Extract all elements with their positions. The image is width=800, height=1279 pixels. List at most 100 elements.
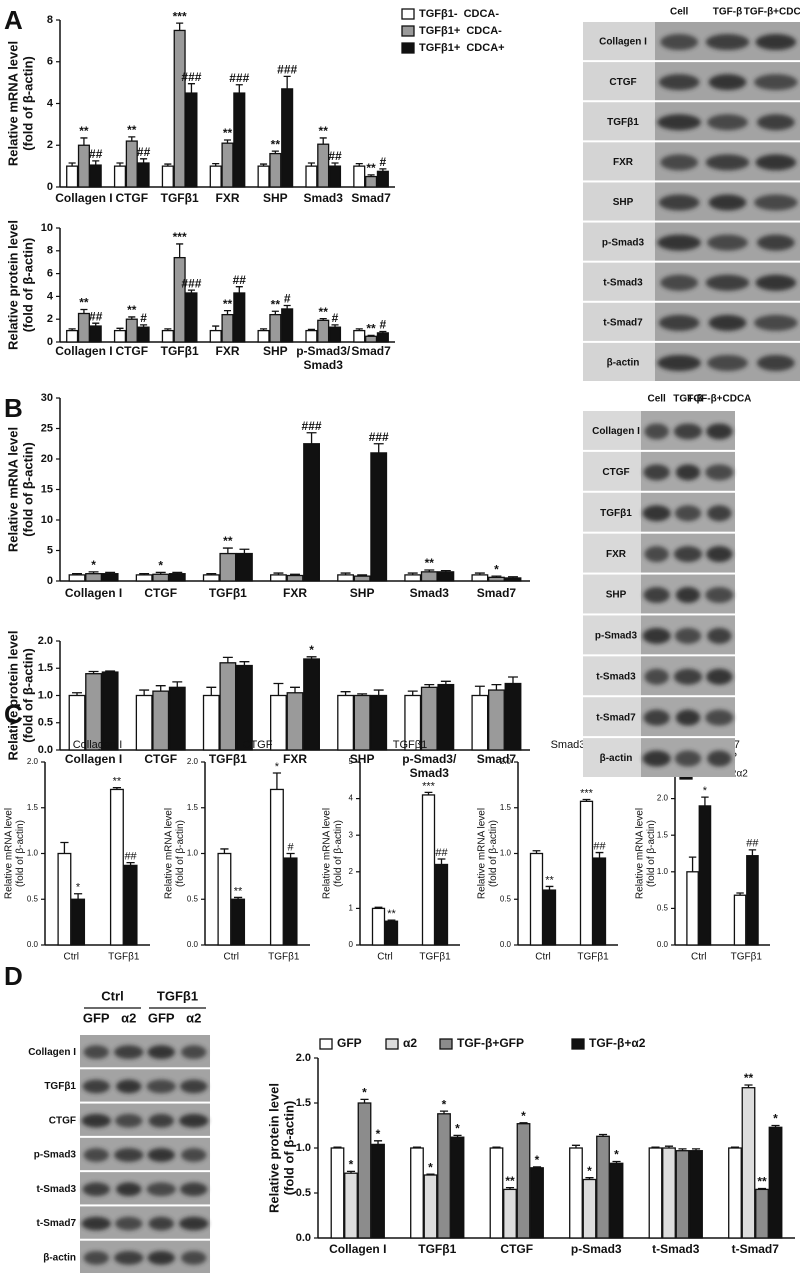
y-tick-label: 6: [47, 268, 53, 280]
error-bar: [239, 661, 250, 666]
bar: [77, 312, 90, 343]
blot-label-bg: [583, 182, 655, 221]
blot-band: [706, 668, 733, 685]
x-tick-label: FXR: [216, 344, 240, 358]
row-label: Collagen I: [28, 1047, 76, 1058]
y-tick-label: 2.0: [657, 794, 669, 803]
error-bar: [306, 656, 317, 659]
row-label: Collagen I: [599, 37, 647, 48]
y-tick-label: 2: [47, 139, 53, 151]
bar: [233, 292, 246, 343]
bar: [135, 574, 153, 582]
chart-title: Smad3: [551, 739, 586, 751]
significance: **: [234, 885, 243, 897]
chart: Relative protein level(fold of β-actin)0…: [6, 630, 530, 780]
blot-band: [644, 423, 669, 440]
significance: ##: [89, 309, 103, 323]
significance: ###: [181, 70, 201, 84]
error-bar: [283, 75, 291, 89]
y-tick-label: 2: [349, 867, 354, 876]
row-label: SHP: [606, 590, 627, 601]
error-bar: [424, 791, 433, 795]
blot-band: [657, 234, 701, 251]
blot-band: [181, 1148, 207, 1162]
bar: [371, 907, 386, 946]
x-tick-label: p-Smad3: [571, 1242, 622, 1256]
significance: **: [425, 556, 435, 570]
significance: **: [319, 305, 329, 319]
error-bar: [286, 852, 295, 859]
chart: TGFβ1 Relative mRNA level(fold of β-actin…: [321, 739, 460, 963]
error-bar: [730, 1146, 740, 1148]
y-tick-label: 2: [47, 313, 53, 325]
error-bar: [440, 680, 451, 685]
error-bar: [651, 1146, 660, 1148]
row-label: β-actin: [600, 753, 633, 764]
x-tick-label: TGFβ1: [268, 952, 300, 963]
bar: [370, 694, 388, 751]
significance: ##: [89, 147, 103, 161]
significance: ###: [369, 430, 389, 444]
column-label: TGF-β: [673, 394, 702, 405]
bar: [152, 573, 170, 582]
bar: [221, 142, 234, 188]
significance: *: [76, 882, 81, 894]
error-bar: [283, 304, 291, 309]
blot-band: [707, 750, 732, 767]
y-tick-label: 5: [47, 544, 53, 556]
bar: [741, 1087, 756, 1239]
y-tick-label: 20: [41, 453, 53, 465]
y-tick-label: 4: [47, 97, 54, 109]
bar: [269, 152, 282, 188]
error-bar: [532, 1166, 542, 1168]
bar: [516, 1123, 531, 1239]
significance: ***: [422, 780, 436, 792]
legend-swatch: [571, 1038, 585, 1050]
x-tick-label: Smad3: [304, 191, 344, 205]
blot-band: [708, 314, 747, 331]
bar: [404, 574, 422, 582]
bar: [437, 571, 455, 582]
bar: [529, 852, 544, 946]
bar: [328, 326, 342, 343]
bar: [152, 690, 170, 751]
error-bar: [155, 685, 166, 692]
error-bar: [72, 692, 82, 696]
y-tick-label: 6: [47, 56, 53, 68]
y-tick-label: 1.5: [187, 803, 199, 812]
x-tick-label: Collagen I: [329, 1242, 386, 1256]
error-bar: [212, 325, 220, 331]
error-bar: [355, 162, 363, 167]
western-blot: Ctrl TGFβ1 GFP α2 GFP α2 Collagen I TGFβ1 CTGF p-…: [28, 988, 210, 1273]
error-bar: [387, 919, 396, 922]
error-bar: [290, 573, 300, 576]
blot-band: [147, 1045, 175, 1059]
blot-band: [705, 34, 750, 51]
y-axis-label: Relative mRNA level(fold of β-actin): [476, 808, 499, 899]
bar: [135, 694, 153, 751]
row-label: p-Smad3: [602, 237, 645, 248]
blot-band: [181, 1045, 207, 1059]
blot-label-bg: [583, 451, 641, 491]
significance: **: [545, 874, 554, 886]
error-bar: [307, 328, 315, 331]
legend-swatch: [401, 42, 415, 54]
blot-band: [181, 1251, 207, 1265]
y-tick-label: 10: [41, 514, 53, 526]
row-label: t-Smad7: [596, 712, 636, 723]
error-bar: [223, 310, 232, 315]
row-label: β-actin: [43, 1252, 76, 1263]
chart-title: CTGF: [243, 739, 273, 751]
error-bar: [140, 324, 148, 328]
blot-band: [705, 587, 734, 603]
significance: ##: [328, 149, 342, 163]
significance: *: [349, 1158, 354, 1172]
blot-band: [706, 546, 733, 563]
bar: [303, 658, 320, 751]
bar: [71, 898, 86, 946]
significance: ##: [233, 273, 247, 287]
row-label: t-Smad3: [603, 277, 643, 288]
significance: **: [223, 534, 233, 548]
